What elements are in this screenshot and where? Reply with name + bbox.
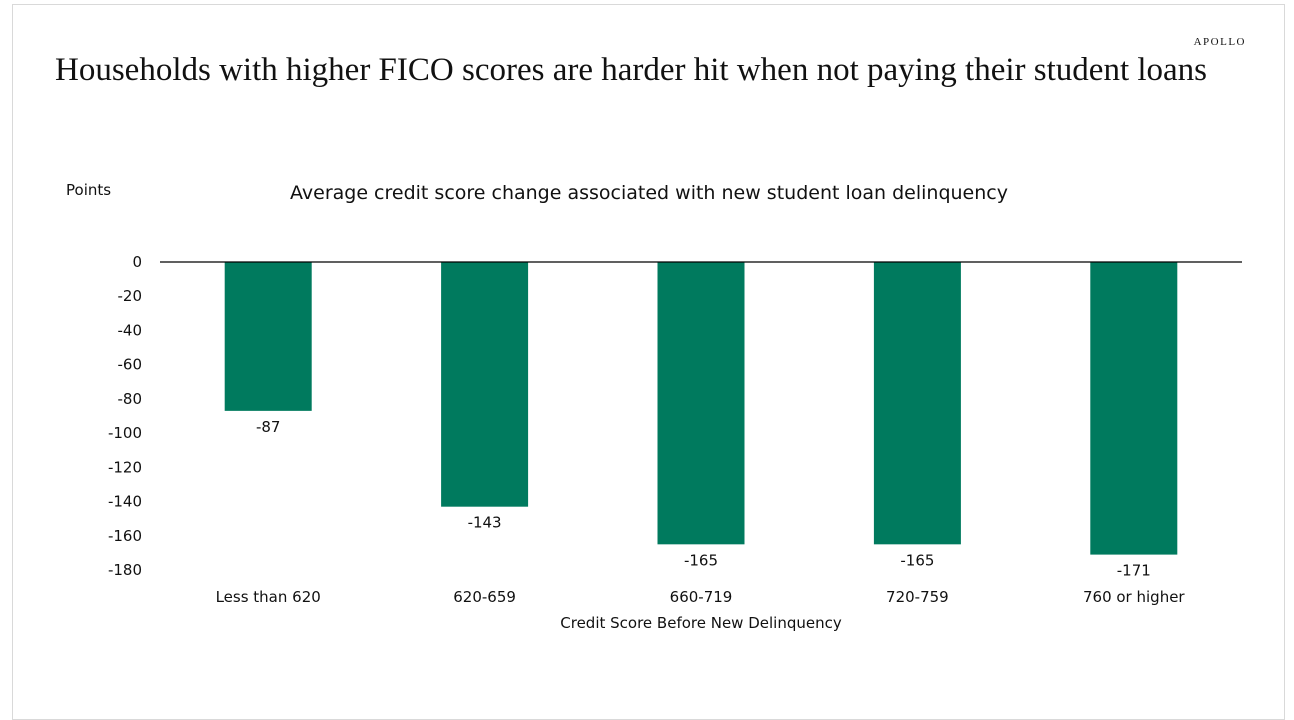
x-tick-label: Less than 620	[216, 588, 321, 606]
bar	[657, 262, 745, 545]
y-tick-label: 0	[132, 253, 142, 271]
x-axis-label: Credit Score Before New Delinquency	[560, 614, 842, 632]
data-label: -165	[900, 551, 934, 569]
chart-title: Average credit score change associated w…	[290, 182, 1008, 204]
y-tick-label: -180	[108, 561, 142, 579]
y-tick-label: -40	[118, 321, 143, 339]
x-axis-ticks: Less than 620 620-659 660-719 720-759 760 or…	[216, 588, 1186, 606]
x-tick-label: 760 or higher	[1083, 588, 1185, 606]
bar	[224, 262, 312, 411]
y-tick-label: -160	[108, 527, 142, 545]
chart-card	[12, 4, 1285, 720]
y-tick-label: -120	[108, 458, 142, 476]
x-tick-label: 620-659	[453, 588, 516, 606]
page-title: Households with higher FICO scores are h…	[55, 52, 1208, 88]
y-tick-label: -20	[118, 287, 143, 305]
bar	[873, 262, 961, 545]
y-tick-label: -100	[108, 424, 142, 442]
y-axis-label: Points	[66, 181, 112, 199]
y-tick-label: -60	[118, 356, 143, 374]
data-label: -87	[256, 418, 281, 436]
y-tick-label: -140	[108, 493, 142, 511]
data-label: -165	[684, 551, 718, 569]
y-axis-ticks: 0 -20 -40 -60 -80 -100 -120 -140 -160 -180	[108, 253, 142, 579]
x-tick-label: 660-719	[670, 588, 733, 606]
x-tick-label: 720-759	[886, 588, 949, 606]
y-tick-label: -80	[118, 390, 143, 408]
bar	[1090, 262, 1178, 555]
data-label: -171	[1117, 562, 1151, 580]
brand-logo: APOLLO	[1193, 36, 1246, 48]
data-label: -143	[468, 514, 502, 532]
bar	[441, 262, 529, 507]
bars	[224, 262, 1178, 555]
data-labels: -87 -143 -165 -165 -171	[256, 418, 1151, 580]
